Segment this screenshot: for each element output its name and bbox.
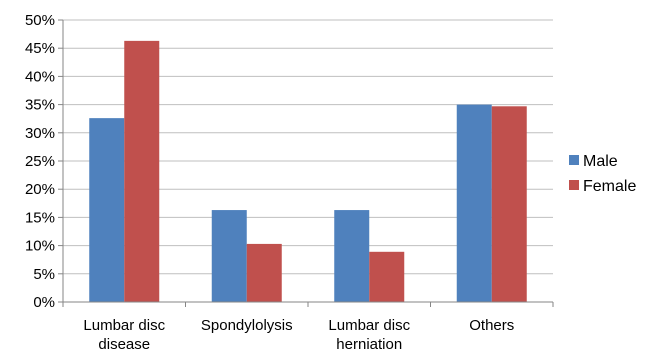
y-tick-label: 40% bbox=[25, 68, 55, 85]
legend-swatch bbox=[569, 180, 579, 190]
bar-female-0 bbox=[124, 40, 160, 302]
legend-item-female: Female bbox=[569, 178, 636, 195]
y-tick-label: 15% bbox=[25, 209, 55, 226]
legend: Male Female bbox=[569, 153, 636, 195]
y-tick-label: 30% bbox=[25, 125, 55, 142]
y-tick-label: 10% bbox=[25, 238, 55, 255]
x-axis-category-labels: Lumbar disc disease Spondylolysis Lumbar di… bbox=[83, 317, 514, 352]
bar-female-2 bbox=[369, 251, 405, 302]
x-category-label: herniation bbox=[336, 336, 402, 352]
bar-female-3 bbox=[491, 106, 527, 303]
y-tick-label: 25% bbox=[25, 153, 55, 170]
legend-swatch bbox=[569, 155, 579, 165]
legend-label: Male bbox=[583, 153, 618, 170]
legend-item-male: Male bbox=[569, 153, 618, 170]
y-tick-label: 45% bbox=[25, 40, 55, 57]
y-axis-tick-labels: 0% 5% 10% 15% 20% 25% 30% 35% 40% 45% 50% bbox=[25, 12, 55, 311]
x-category-label: Lumbar disc bbox=[328, 317, 410, 334]
x-category-label: Spondylolysis bbox=[201, 317, 293, 334]
x-category-label: Others bbox=[469, 317, 514, 334]
bar-male-2 bbox=[334, 210, 370, 302]
axes bbox=[58, 19, 554, 307]
y-tick-label: 5% bbox=[33, 266, 55, 283]
bar-male-3 bbox=[456, 104, 492, 302]
legend-label: Female bbox=[583, 178, 636, 195]
bar-male-0 bbox=[89, 118, 125, 302]
bars bbox=[89, 40, 527, 303]
y-tick-label: 20% bbox=[25, 181, 55, 198]
bar-male-1 bbox=[211, 210, 247, 302]
x-category-label: disease bbox=[98, 336, 150, 352]
x-category-label: Lumbar disc bbox=[83, 317, 165, 334]
bar-female-1 bbox=[246, 243, 282, 302]
y-tick-label: 35% bbox=[25, 97, 55, 114]
y-tick-label: 0% bbox=[33, 294, 55, 311]
y-tick-label: 50% bbox=[25, 12, 55, 29]
